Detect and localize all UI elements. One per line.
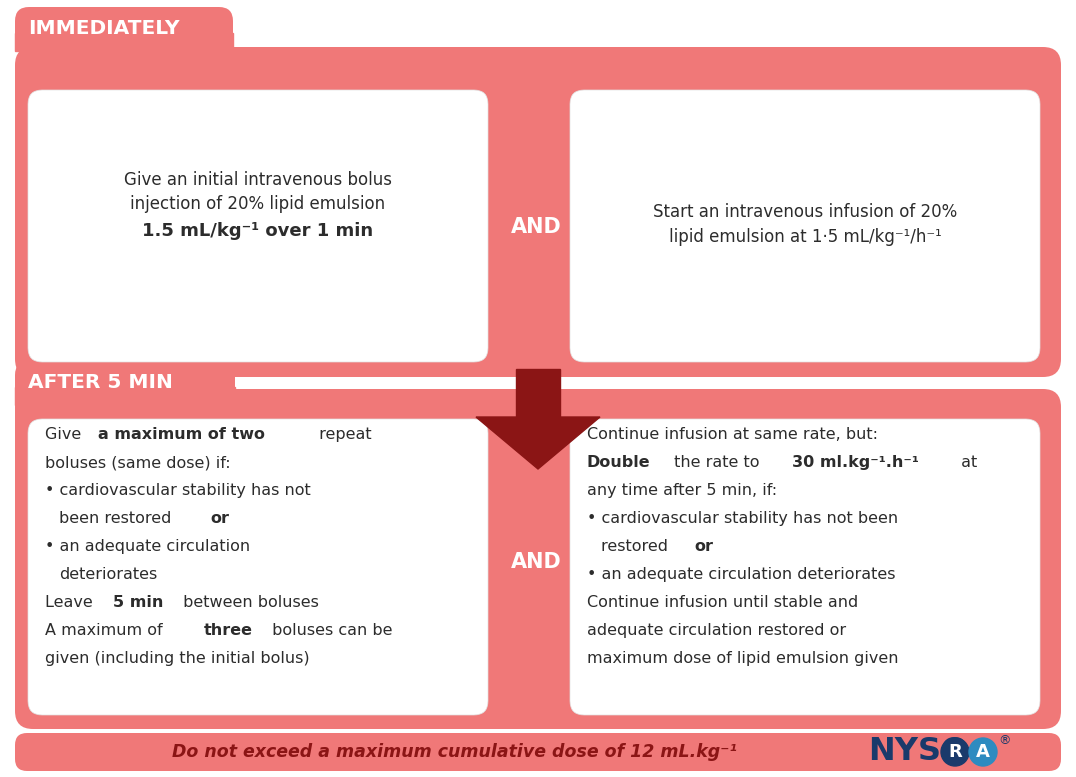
Polygon shape xyxy=(476,417,600,469)
Text: maximum dose of lipid emulsion given: maximum dose of lipid emulsion given xyxy=(587,651,898,666)
FancyBboxPatch shape xyxy=(570,90,1040,362)
Text: Continue infusion at same rate, but:: Continue infusion at same rate, but: xyxy=(587,427,878,442)
Text: at: at xyxy=(957,455,977,470)
FancyBboxPatch shape xyxy=(28,419,489,715)
Text: or: or xyxy=(211,511,229,526)
Text: Continue infusion until stable and: Continue infusion until stable and xyxy=(587,595,859,610)
Text: deteriorates: deteriorates xyxy=(59,567,157,582)
Text: ®: ® xyxy=(999,734,1010,747)
Text: Start an intravenous infusion of 20%: Start an intravenous infusion of 20% xyxy=(653,203,958,221)
Text: boluses (same dose) if:: boluses (same dose) if: xyxy=(45,455,230,470)
Text: R: R xyxy=(948,743,962,761)
Text: lipid emulsion at 1·5 mL/kg⁻¹/h⁻¹: lipid emulsion at 1·5 mL/kg⁻¹/h⁻¹ xyxy=(668,228,942,246)
Text: 30 ml.kg⁻¹.h⁻¹: 30 ml.kg⁻¹.h⁻¹ xyxy=(793,455,919,470)
Text: AFTER 5 MIN: AFTER 5 MIN xyxy=(28,374,173,392)
Text: between boluses: between boluses xyxy=(179,595,320,610)
Text: or: or xyxy=(694,539,713,554)
Circle shape xyxy=(969,738,997,766)
Bar xyxy=(15,387,235,405)
Bar xyxy=(516,369,560,417)
Text: given (including the initial bolus): given (including the initial bolus) xyxy=(45,651,310,666)
Text: Give an initial intravenous bolus: Give an initial intravenous bolus xyxy=(124,171,392,189)
Text: any time after 5 min, if:: any time after 5 min, if: xyxy=(587,483,777,498)
Text: injection of 20% lipid emulsion: injection of 20% lipid emulsion xyxy=(130,195,385,213)
Text: IMMEDIATELY: IMMEDIATELY xyxy=(28,19,180,39)
Text: NYSO: NYSO xyxy=(868,737,968,768)
Text: 1.5 mL/kg⁻¹ over 1 min: 1.5 mL/kg⁻¹ over 1 min xyxy=(142,222,373,240)
Text: AND: AND xyxy=(511,552,562,572)
Text: Give: Give xyxy=(45,427,86,442)
FancyBboxPatch shape xyxy=(15,361,235,405)
Text: boluses can be: boluses can be xyxy=(267,623,392,638)
Text: • cardiovascular stability has not: • cardiovascular stability has not xyxy=(45,483,311,498)
Text: adequate circulation restored or: adequate circulation restored or xyxy=(587,623,846,638)
Text: AND: AND xyxy=(511,217,562,237)
Text: three: three xyxy=(203,623,253,638)
FancyBboxPatch shape xyxy=(28,90,489,362)
Text: Do not exceed a maximum cumulative dose of 12 mL.kg⁻¹: Do not exceed a maximum cumulative dose … xyxy=(172,743,737,761)
Text: a maximum of two: a maximum of two xyxy=(98,427,266,442)
Text: • cardiovascular stability has not been: • cardiovascular stability has not been xyxy=(587,511,898,526)
Circle shape xyxy=(942,738,969,766)
Text: Leave: Leave xyxy=(45,595,98,610)
Bar xyxy=(15,33,233,51)
Text: • an adequate circulation: • an adequate circulation xyxy=(45,539,250,554)
Text: A: A xyxy=(976,743,990,761)
Text: restored: restored xyxy=(601,539,674,554)
Text: repeat: repeat xyxy=(314,427,371,442)
Text: A maximum of: A maximum of xyxy=(45,623,168,638)
Text: 5 min: 5 min xyxy=(113,595,164,610)
FancyBboxPatch shape xyxy=(15,733,1061,771)
Text: been restored: been restored xyxy=(59,511,176,526)
FancyBboxPatch shape xyxy=(15,389,1061,729)
Text: the rate to: the rate to xyxy=(669,455,765,470)
Text: • an adequate circulation deteriorates: • an adequate circulation deteriorates xyxy=(587,567,895,582)
FancyBboxPatch shape xyxy=(15,47,1061,377)
Text: Double: Double xyxy=(587,455,651,470)
FancyBboxPatch shape xyxy=(570,419,1040,715)
FancyBboxPatch shape xyxy=(15,7,233,51)
